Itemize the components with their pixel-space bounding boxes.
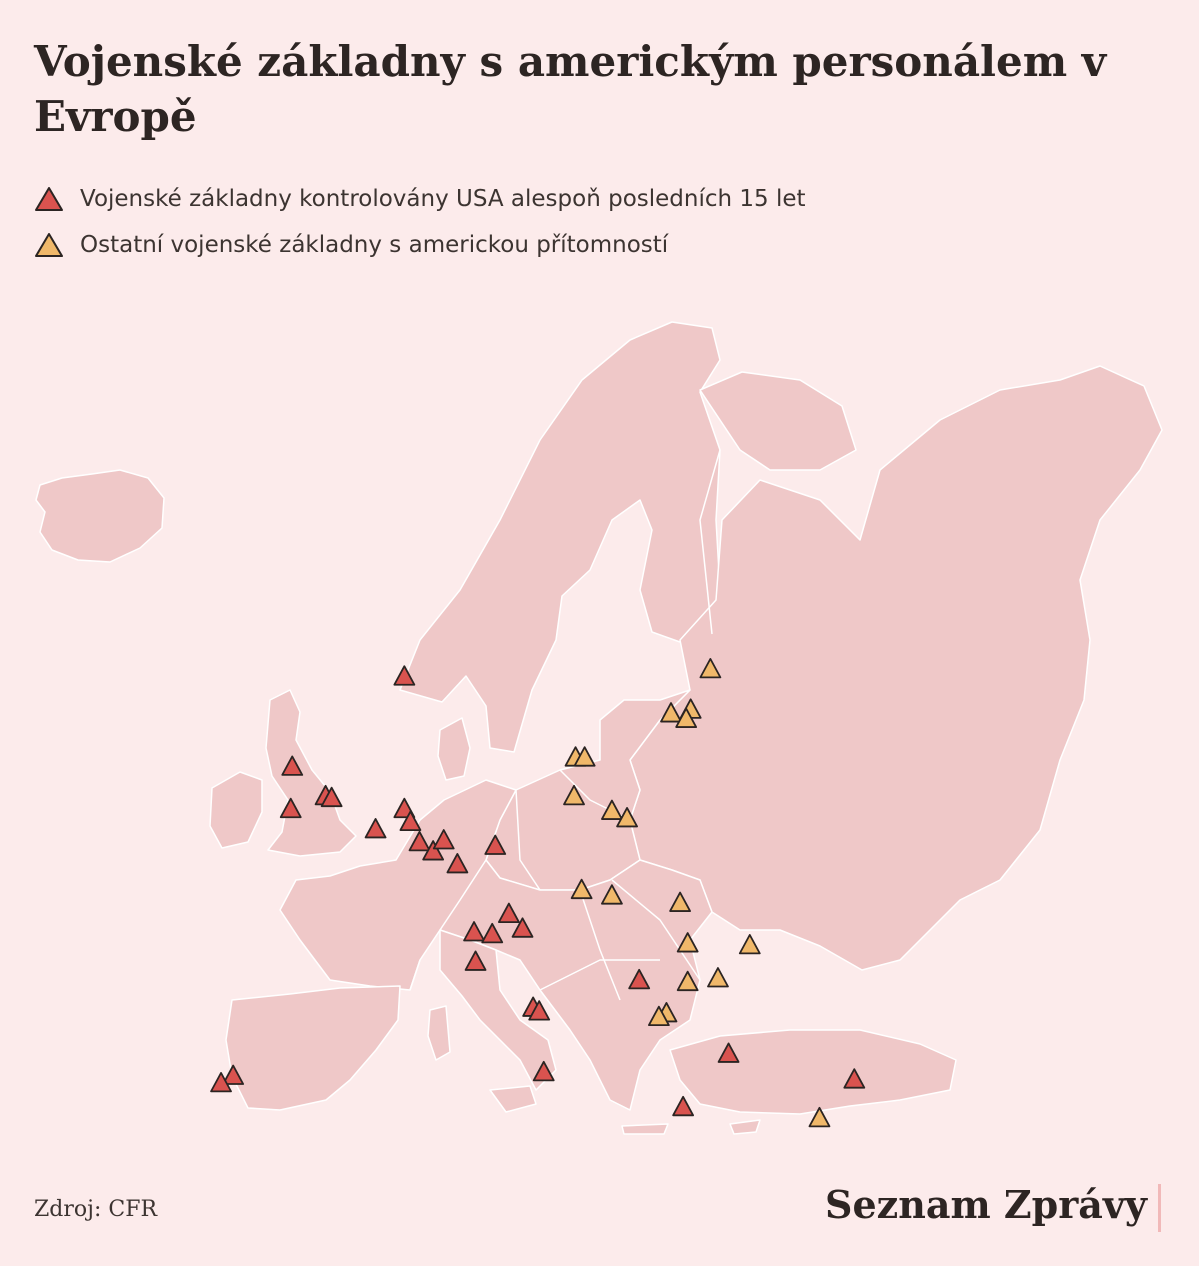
land-ireland xyxy=(209,771,263,849)
long-term-base-marker: Norway (Stavanger) xyxy=(393,665,416,686)
long-term-base-marker: Turkey (Izmir) xyxy=(717,1042,740,1063)
land-west-mainland xyxy=(279,779,713,1111)
other-base-marker: Estonia (Tapa) xyxy=(699,657,722,679)
land-denmark xyxy=(437,717,471,781)
long-term-base-marker: Italy (Vicenza) xyxy=(511,917,534,938)
borders xyxy=(409,449,721,1001)
long-term-base-marker: United Kingdom (Fairford) xyxy=(279,797,302,819)
map-title: Vojenské základny s americkým personálem… xyxy=(34,37,1107,141)
legend-label-long-term: Vojenské základny kontrolovány USA alesp… xyxy=(80,186,806,212)
other-bases: Estonia (Tapa)Latvia (Ādaži)Lithuania (Š… xyxy=(563,657,831,1128)
other-base-marker: Romania (Câmpia Turzii) xyxy=(669,891,691,912)
land-layer xyxy=(35,321,1163,1135)
long-term-base-marker: Germany (Geilenkirchen) xyxy=(399,810,422,831)
other-base-marker: Bulgaria (Novo Selo) xyxy=(676,970,699,992)
land-iberia xyxy=(225,985,401,1111)
other-base-marker: Romania (Deveselu) xyxy=(676,932,699,953)
long-term-base-marker: Spain (Rota) xyxy=(210,1071,232,1093)
long-term-base-marker: United Kingdom (Mildenhall) xyxy=(320,786,343,808)
long-term-base-marker: Italy (Sigonella) xyxy=(532,1060,555,1082)
land-cyprus xyxy=(729,1119,761,1135)
long-term-base-marker: Italy (Verona) xyxy=(481,922,504,944)
land-turkey xyxy=(669,1029,957,1115)
land-sardinia xyxy=(427,1005,451,1061)
other-base-marker: Greece (Larissa) xyxy=(647,1005,670,1027)
other-base-marker: Poland (Ustka) xyxy=(573,746,596,767)
other-base-marker: Romania (Mihail Kogălniceanu) xyxy=(738,933,761,955)
land-kola xyxy=(699,371,857,471)
other-base-marker: Hungary (Pápa) xyxy=(570,878,593,900)
land-iceland xyxy=(35,469,165,563)
long-term-base-marker: Germany (Wiesbaden) xyxy=(432,829,455,850)
long-term-base-marker: Italy (Capodichino) xyxy=(528,1000,551,1021)
legend: Vojenské základny kontrolovány USA alesp… xyxy=(34,176,806,268)
land-crete xyxy=(621,1123,669,1135)
long-term-bases: IcelandNorway (Stavanger)United Kingdom … xyxy=(210,665,866,1117)
land-scandinavia xyxy=(399,321,721,753)
brand-divider xyxy=(1158,1184,1161,1232)
legend-label-other: Ostatní vojenské základny s americkou př… xyxy=(80,232,669,258)
yellow-triangle-icon xyxy=(35,233,63,257)
long-term-base-marker: Greece (Souda Bay) xyxy=(672,1095,695,1117)
long-term-base-marker: Spain (Morón) xyxy=(222,1064,245,1085)
long-term-base-marker: Germany (Spangdahlem) xyxy=(408,830,431,852)
long-term-base-marker: Italy (Aviano) xyxy=(497,902,520,923)
long-term-base-marker: Kosovo (Bondsteel) xyxy=(628,968,651,990)
other-base-marker: Poland (Powidz) xyxy=(616,807,638,828)
brand-logo: Seznam Zprávy xyxy=(825,1182,1147,1227)
long-term-base-marker: Turkey (Incirlik) xyxy=(843,1068,866,1089)
long-term-base-marker: United Kingdom (Yorkshire) xyxy=(281,755,304,776)
other-base-marker: Cyprus xyxy=(808,1106,831,1128)
other-base-marker: Lithuania (Pabradė) xyxy=(675,707,698,728)
legend-item-other: Ostatní vojenské základny s americkou př… xyxy=(34,222,806,268)
land-great-britain xyxy=(265,689,357,857)
long-term-base-marker: Belgium (Chièvres) xyxy=(364,818,387,839)
other-base-marker: Hungary (Kecskemét) xyxy=(601,884,623,905)
long-term-base-marker: Italy (Camp Darby) xyxy=(464,950,487,971)
long-term-base-marker: Germany (Grafenwöhr) xyxy=(484,834,507,855)
long-term-base-marker: Germany (Stuttgart) xyxy=(446,853,469,874)
red-triangle-icon xyxy=(35,187,63,211)
long-term-base-marker: Italy (Ghedi) xyxy=(463,921,485,942)
source-note: Zdroj: CFR xyxy=(34,1197,158,1222)
other-base-marker: Bulgaria (Bezmer) xyxy=(707,967,729,988)
other-base-marker: Lithuania (Šiauliai) xyxy=(660,702,682,723)
land-sicily xyxy=(489,1085,537,1113)
other-base-marker: Poland (Łask) xyxy=(601,799,623,820)
legend-item-long-term: Vojenské základny kontrolovány USA alesp… xyxy=(34,176,806,222)
long-term-base-marker: Germany (Ramstein) xyxy=(422,840,445,861)
other-base-marker: Poland (Poznań) xyxy=(563,784,585,806)
